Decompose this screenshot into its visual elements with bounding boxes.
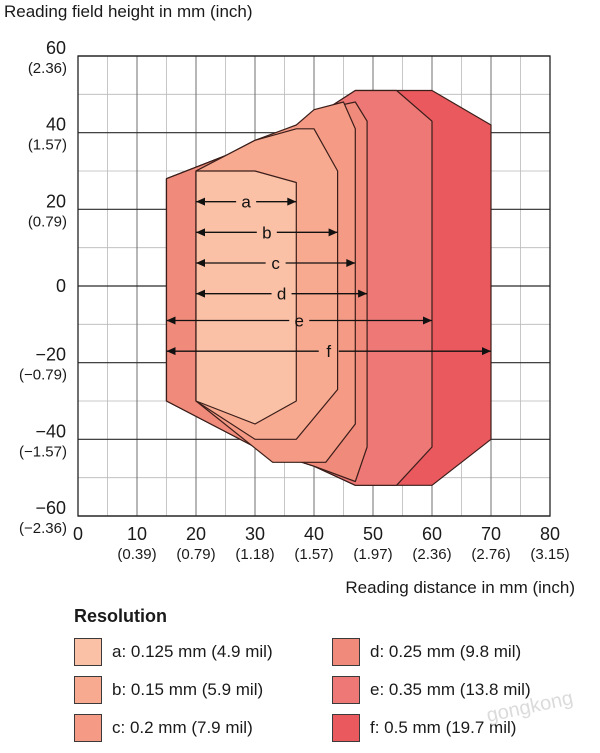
- arrow-head: [346, 259, 356, 267]
- y-tick-label: 20: [46, 191, 66, 211]
- legend-swatch: [74, 638, 102, 666]
- arrow-head: [482, 347, 491, 356]
- y-tick-label: 60: [46, 38, 66, 58]
- y-tick-sublabel: (0.79): [28, 213, 67, 230]
- legend-label: b: 0.15 mm (5.9 mil): [112, 680, 264, 699]
- x-tick-label: 50: [363, 524, 383, 544]
- legend-title: Resolution: [74, 606, 167, 626]
- tick-labels: 0 10 (0.39) 20 (0.79) 30 (1.18) 40 (1.57) 50 (1.97…: [19, 38, 570, 563]
- arrow-head: [196, 259, 205, 267]
- y-tick-label: 0: [56, 276, 66, 296]
- legend-label: e: 0.35 mm (13.8 mil): [370, 680, 531, 699]
- x-tick-sublabel: (2.76): [471, 546, 510, 563]
- x-tick-label: 40: [304, 524, 324, 544]
- legend-item: c: 0.2 mm (7.9 mil): [74, 713, 332, 743]
- arrow-head: [196, 289, 205, 298]
- plot-frame: [77, 55, 551, 517]
- range-arrow-label: b: [262, 223, 271, 242]
- y-tick-label: −60: [35, 498, 66, 518]
- y-tick-label: 40: [46, 115, 66, 135]
- x-tick-sublabel: (1.18): [235, 546, 274, 563]
- x-axis-label: Reading distance in mm (inch): [345, 578, 575, 597]
- arrow-head: [166, 347, 176, 356]
- arrow-head: [328, 228, 338, 237]
- x-tick-label: 30: [245, 524, 265, 544]
- x-tick-label: 20: [186, 524, 206, 544]
- legend: Resolution a: 0.125 mm (4.9 mil) d: 0.25…: [74, 606, 594, 743]
- x-tick-label: 80: [540, 524, 560, 544]
- reading-area-a: [195, 170, 297, 425]
- x-tick-sublabel: (0.79): [176, 546, 215, 563]
- y-tick-sublabel: (2.36): [28, 60, 67, 77]
- legend-item: a: 0.125 mm (4.9 mil): [74, 637, 332, 667]
- y-tick-sublabel: (−2.36): [19, 520, 67, 537]
- arrow-head: [287, 197, 297, 206]
- y-tick-label: −20: [35, 345, 66, 365]
- x-tick-sublabel: (3.15): [530, 546, 569, 563]
- legend-label: d: 0.25 mm (9.8 mil): [370, 642, 522, 661]
- y-axis-label: Reading field height in mm (inch): [4, 2, 253, 21]
- legend-label: c: 0.2 mm (7.9 mil): [112, 718, 253, 737]
- x-tick-label: 10: [127, 524, 147, 544]
- range-arrow-label: d: [277, 285, 286, 304]
- y-tick-label: −40: [35, 421, 66, 441]
- legend-swatch: [332, 676, 360, 704]
- x-tick-label: 60: [422, 524, 442, 544]
- range-arrow-label: f: [326, 342, 331, 361]
- y-tick-sublabel: (−1.57): [19, 443, 67, 460]
- x-tick-sublabel: (1.57): [294, 546, 333, 563]
- legend-swatch: [74, 714, 102, 742]
- legend-label: a: 0.125 mm (4.9 mil): [112, 642, 273, 661]
- legend-item: e: 0.35 mm (13.8 mil): [332, 675, 590, 705]
- x-tick-label: 0: [73, 524, 83, 544]
- legend-item: f: 0.5 mm (19.7 mil): [332, 713, 590, 743]
- legend-grid: a: 0.125 mm (4.9 mil) d: 0.25 mm (9.8 mi…: [74, 637, 594, 743]
- range-arrow-label: e: [295, 312, 304, 331]
- x-tick-sublabel: (1.97): [353, 546, 392, 563]
- reading-areas: [165, 89, 492, 486]
- range-arrow-label: a: [241, 193, 251, 212]
- legend-swatch: [74, 676, 102, 704]
- arrow-head: [166, 316, 176, 325]
- range-arrow-label: c: [271, 254, 280, 273]
- legend-item: d: 0.25 mm (9.8 mil): [332, 637, 590, 667]
- legend-swatch: [332, 638, 360, 666]
- arrow-head: [358, 289, 368, 298]
- x-tick-sublabel: (2.36): [412, 546, 451, 563]
- x-tick-label: 70: [481, 524, 501, 544]
- legend-swatch: [332, 714, 360, 742]
- y-tick-sublabel: (1.57): [28, 137, 67, 154]
- arrow-head: [196, 228, 205, 237]
- arrow-head: [423, 316, 432, 325]
- x-tick-sublabel: (0.39): [117, 546, 156, 563]
- y-tick-sublabel: (−0.79): [19, 367, 67, 384]
- legend-item: b: 0.15 mm (5.9 mil): [74, 675, 332, 705]
- arrow-head: [196, 197, 205, 206]
- legend-label: f: 0.5 mm (19.7 mil): [370, 718, 517, 737]
